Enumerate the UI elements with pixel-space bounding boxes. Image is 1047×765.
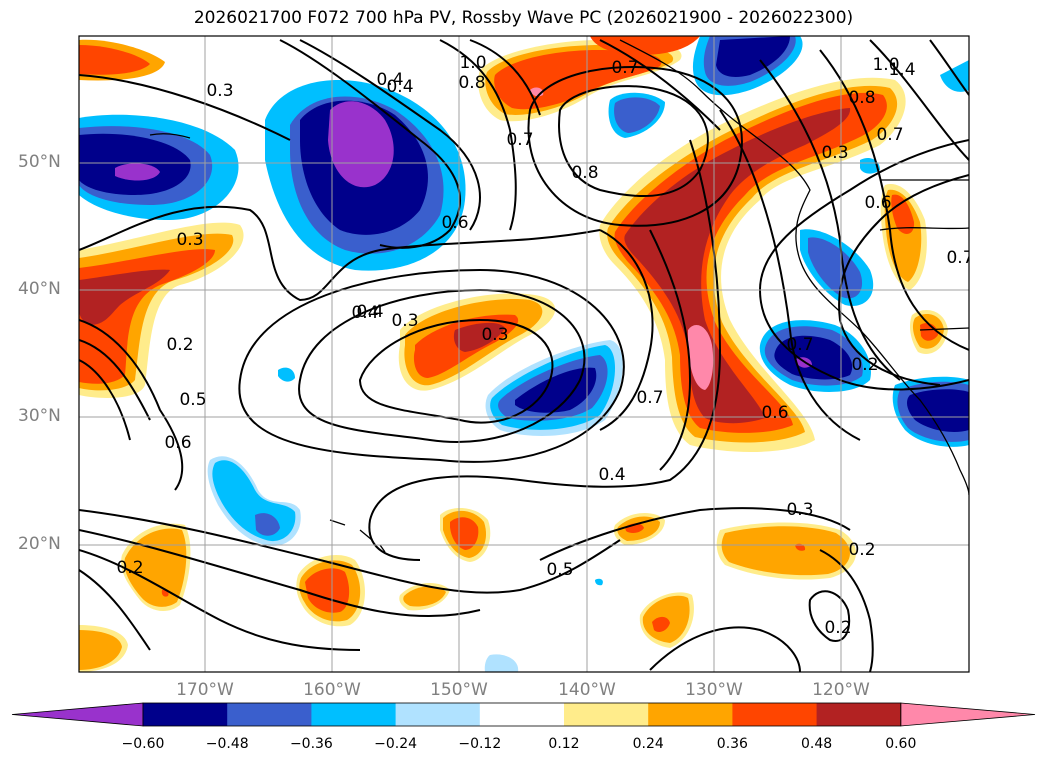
- contour-label: 0.3: [821, 143, 848, 163]
- colorbar-extend-max: [900, 702, 1036, 727]
- contour-label: 0.2: [166, 335, 193, 355]
- contour-label: 0.3: [481, 325, 508, 345]
- colorbar-tick-label: −0.24: [374, 736, 418, 752]
- graticule: [79, 36, 969, 672]
- colorbar-frame: [142, 702, 902, 727]
- map-frame: [78, 35, 970, 673]
- lat-label-30n: 30°N: [18, 406, 61, 426]
- contour-label: 0.7: [611, 58, 638, 78]
- contour-label: 0.7: [506, 130, 533, 150]
- map-title: 2026021700 F072 700 hPa PV, Rossby Wave …: [193, 8, 854, 28]
- contour-label: 0.4: [376, 70, 403, 90]
- colorbar-segment: [648, 703, 733, 726]
- contour-label: 0.8: [571, 163, 598, 183]
- colorbar-tick-label: 0.12: [548, 736, 580, 752]
- colorbar-tick-label: −0.60: [121, 736, 165, 752]
- contour-label: 0.2: [851, 355, 878, 375]
- contour-label: 0.4: [386, 77, 413, 97]
- colorbar-segment: [395, 703, 481, 726]
- contour-label: 0.2: [116, 558, 143, 578]
- contour-labels: 0.30.30.40.41.00.80.70.70.80.60.30.40.30…: [116, 53, 973, 638]
- contour-label: 0.4: [356, 302, 383, 322]
- contour-label: 0.3: [786, 500, 813, 520]
- contour-label: 0.7: [636, 388, 663, 408]
- contour-label: 0.6: [441, 213, 468, 233]
- contour-label: 0.4: [351, 303, 378, 323]
- contour-label: 0.5: [179, 390, 206, 410]
- lon-label-170w: 170°W: [176, 680, 234, 700]
- contour-label: 0.8: [848, 88, 875, 108]
- colorbar-segment: [311, 703, 397, 726]
- colorbar-segment: [732, 703, 818, 726]
- contour-label: 0.3: [391, 311, 418, 331]
- pv-contours: [79, 39, 969, 672]
- contour-label: 1.0: [459, 53, 486, 73]
- colorbar: [11, 702, 1036, 727]
- contour-label: 1.4: [888, 60, 915, 80]
- colorbar-tick-label: 0.48: [801, 736, 833, 752]
- colorbar-segment: [227, 703, 312, 726]
- colorbar-tick-label: −0.36: [289, 736, 333, 752]
- colorbar-tick-label: −0.48: [205, 736, 249, 752]
- contour-label: 0.4: [598, 465, 625, 485]
- contour-label: 0.6: [164, 433, 191, 453]
- contour-label: 0.7: [946, 248, 973, 268]
- colorbar-extend-min: [11, 702, 144, 727]
- contour-label: 0.8: [458, 73, 485, 93]
- contour-label: 0.6: [761, 403, 788, 423]
- contour-label: 0.5: [546, 560, 573, 580]
- lon-label-130w: 130°W: [685, 680, 743, 700]
- contour-label: 0.7: [876, 125, 903, 145]
- lon-label-150w: 150°W: [430, 680, 488, 700]
- colorbar-segment: [816, 703, 902, 726]
- colorbar-tick-label: −0.12: [458, 736, 502, 752]
- colorbar-segment: [143, 703, 228, 726]
- colorbar-segment: [479, 703, 565, 726]
- contour-label: 0.6: [864, 193, 891, 213]
- pv-anomaly-shading: [79, 36, 969, 672]
- contour-label: 0.2: [848, 540, 875, 560]
- contour-label: 0.3: [206, 81, 233, 101]
- colorbar-tick-label: 0.60: [885, 736, 917, 752]
- contour-label: 0.3: [176, 230, 203, 250]
- lat-label-50n: 50°N: [18, 152, 61, 172]
- lon-label-120w: 120°W: [812, 680, 870, 700]
- colorbar-tick-label: 0.36: [716, 736, 748, 752]
- lat-label-40n: 40°N: [18, 279, 61, 299]
- contour-label: 1.0: [872, 55, 899, 75]
- colorbar-tick-label: 0.24: [632, 736, 664, 752]
- contour-label: 0.7: [786, 335, 813, 355]
- contour-label: 0.2: [824, 618, 851, 638]
- colorbar-segment: [564, 703, 649, 726]
- lon-label-160w: 160°W: [303, 680, 361, 700]
- lat-label-20n: 20°N: [18, 534, 61, 554]
- lon-label-140w: 140°W: [558, 680, 616, 700]
